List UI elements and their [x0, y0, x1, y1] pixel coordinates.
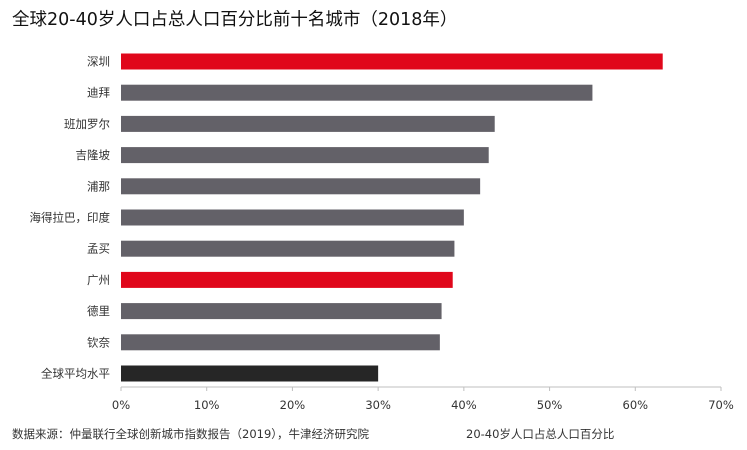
x-tick-label-5: 50%: [537, 398, 563, 412]
bar-0: [121, 53, 663, 70]
chart-title: 全球20-40岁人口占总人口百分比前十名城市（2018年）: [12, 10, 458, 30]
x-tick-label-2: 20%: [280, 398, 306, 412]
x-axis-title: 20-40岁人口占总人口百分比: [466, 427, 615, 441]
category-label-1: 迪拜: [87, 86, 110, 100]
bar-1: [121, 84, 593, 101]
source-note: 数据来源：仲量联行全球创新城市指数报告（2019），牛津经济研究院: [12, 427, 370, 441]
category-label-3: 吉隆坡: [76, 148, 111, 162]
x-tick-label-1: 10%: [194, 398, 220, 412]
bar-8: [121, 303, 442, 320]
bar-2: [121, 115, 495, 132]
bars-group: [121, 53, 663, 382]
category-label-8: 德里: [87, 304, 110, 318]
category-label-5: 海得拉巴，印度: [30, 211, 111, 225]
bar-3: [121, 147, 489, 164]
bar-6: [121, 240, 455, 257]
bar-4: [121, 178, 481, 195]
category-label-7: 广州: [87, 273, 110, 287]
bar-7: [121, 271, 453, 288]
category-label-10: 全球平均水平: [41, 367, 110, 381]
bar-10: [121, 365, 379, 382]
category-label-6: 孟买: [87, 242, 110, 256]
x-tick-label-6: 60%: [623, 398, 649, 412]
category-label-0: 深圳: [87, 55, 110, 69]
x-tick-label-0: 0%: [112, 398, 130, 412]
category-label-4: 浦那: [87, 179, 110, 193]
category-label-2: 班加罗尔: [64, 117, 110, 131]
x-tick-label-3: 30%: [365, 398, 391, 412]
bar-9: [121, 334, 440, 351]
category-label-9: 钦奈: [87, 335, 110, 349]
x-ticks-group: 0% 10% 20% 30% 40% 50% 60% 70%: [112, 387, 734, 412]
bar-5: [121, 209, 464, 226]
x-tick-label-7: 70%: [708, 398, 734, 412]
x-tick-label-4: 40%: [451, 398, 477, 412]
